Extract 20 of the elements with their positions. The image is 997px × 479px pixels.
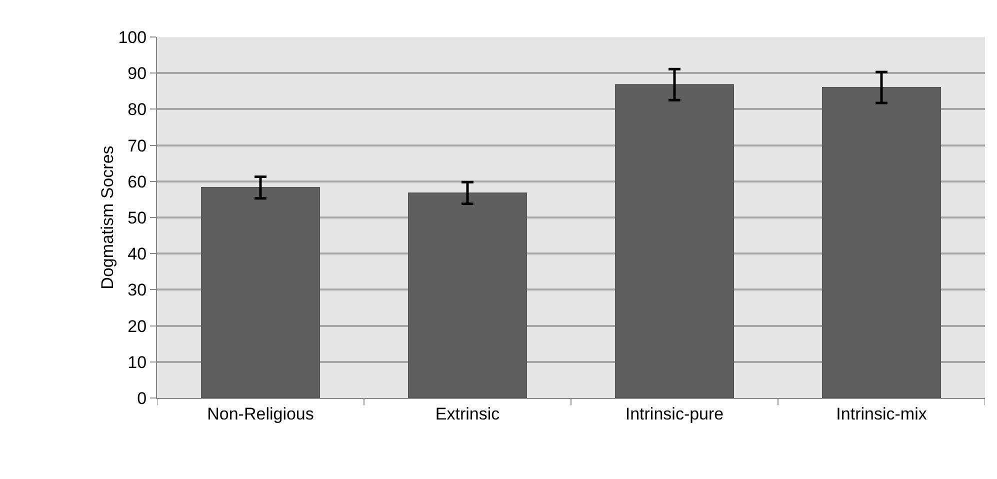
y-tick-label: 50 [128,208,147,228]
y-tick-label: 0 [137,388,147,408]
y-tick-label: 70 [128,136,147,156]
y-tick-label: 80 [128,100,147,120]
x-tick-label: Intrinsic-pure [625,404,724,424]
x-tick-label: Intrinsic-mix [836,404,928,424]
y-tick-label: 90 [128,64,147,84]
y-tick-label: 60 [128,172,147,192]
y-axis-title: Dogmatism Socres [98,146,117,290]
y-tick-label: 20 [128,316,147,336]
y-tick-label: 40 [128,244,147,264]
bar [408,192,527,398]
x-tick-label: Extrinsic [435,404,500,424]
y-tick-label: 10 [128,352,147,372]
y-tick-label: 30 [128,280,147,300]
y-tick-label: 100 [118,28,147,47]
bar [615,84,734,398]
bar [201,187,320,398]
bar [822,87,941,398]
x-tick-label: Non-Religious [207,404,314,424]
